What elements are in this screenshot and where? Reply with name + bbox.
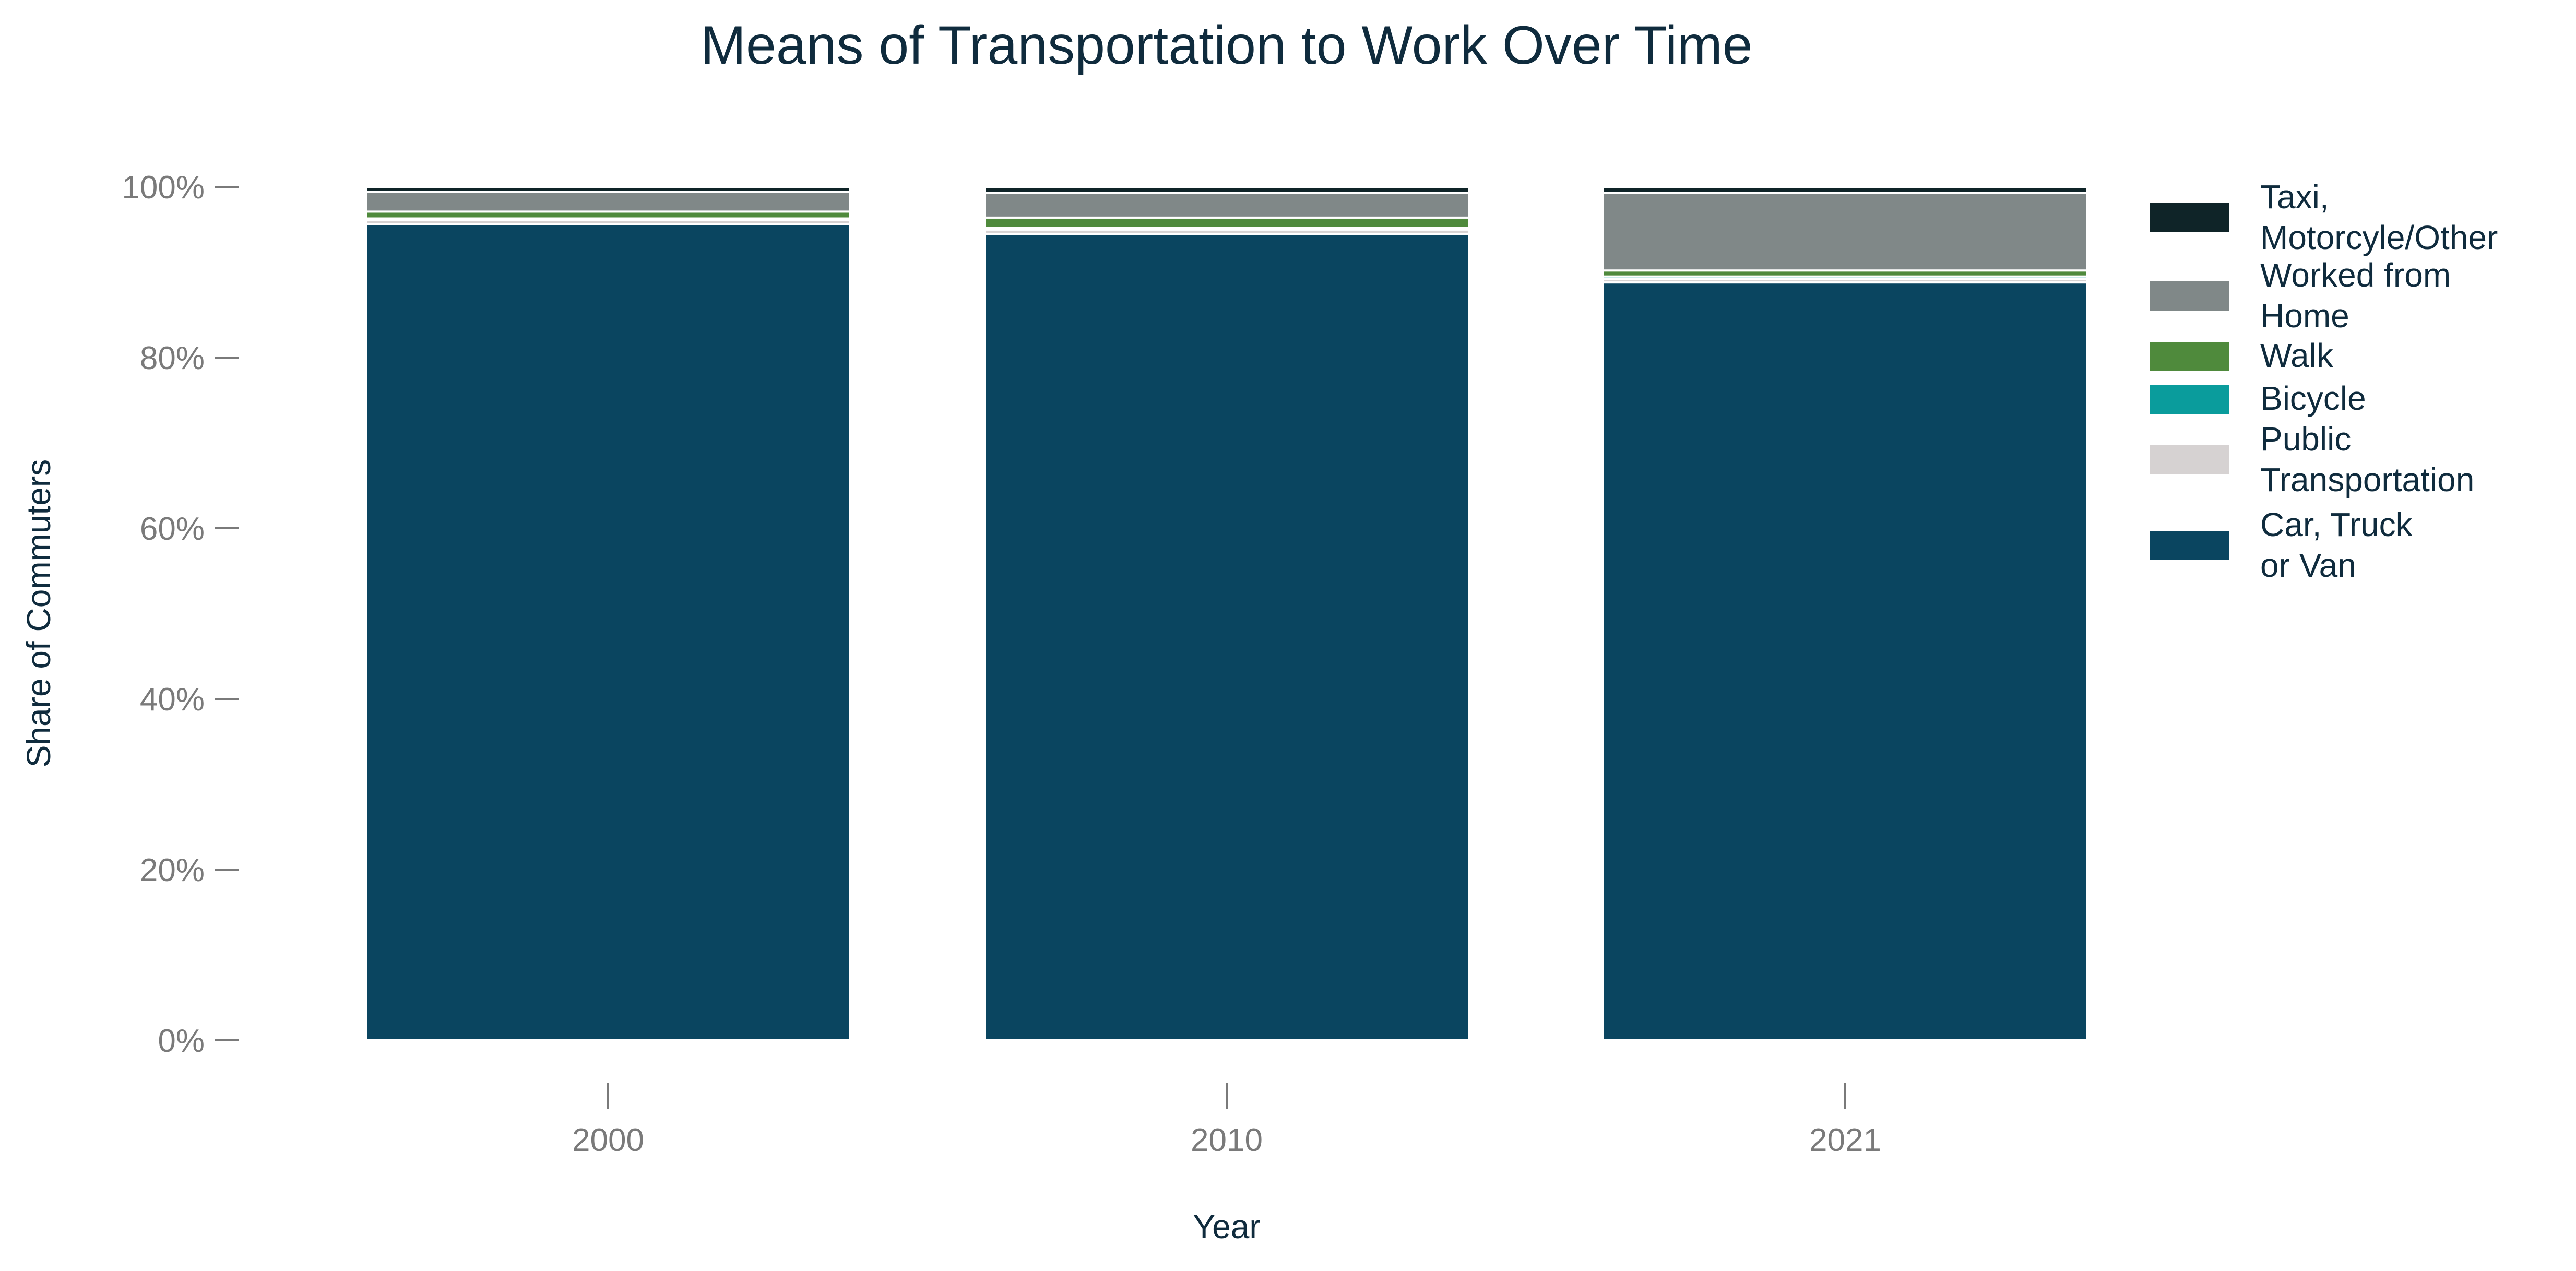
y-axis: 0% 20% 40% 60% 80% 100% [122,170,239,1059]
x-tick-label: 2010 [1191,1122,1263,1158]
bar-segment [983,186,1470,194]
legend-label: Transportation [2260,461,2474,498]
legend-swatch [2150,445,2229,474]
bar-stack [983,186,1470,1041]
x-axis: 2000 2010 2021 [572,1083,1881,1158]
bar-segment [1602,186,2088,194]
x-tick-label: 2021 [1809,1122,1881,1158]
bar-stack [1602,186,2088,1041]
y-tick-label: 20% [140,852,205,888]
y-tick-label: 100% [122,170,205,206]
bar-segment [983,216,1470,229]
legend-label: Public [2260,420,2351,458]
legend-item: Car, Truck or Van [2150,506,2413,584]
bar-segment [365,186,851,193]
y-axis-label: Share of Commuters [20,459,57,767]
y-tick-label: 0% [158,1023,205,1059]
y-tick-label: 60% [140,511,205,547]
bars [365,186,2088,1042]
legend-swatch [2150,531,2229,560]
y-tick-label: 40% [140,682,205,718]
x-tick-label: 2000 [572,1122,644,1158]
legend-label: Home [2260,297,2349,335]
legend-label: or Van [2260,547,2356,584]
legend-swatch [2150,203,2229,232]
bar-segment [1602,192,2088,272]
x-axis-label: Year [1193,1208,1260,1245]
bar-segment [1602,281,2088,1041]
legend-label: Taxi, [2260,178,2329,216]
legend-label: Car, Truck [2260,506,2413,543]
bar-stack [365,186,851,1042]
legend-swatch [2150,281,2229,311]
legend-swatch [2150,385,2229,414]
chart-title: Means of Transportation to Work Over Tim… [701,15,1752,76]
legend-label: Walk [2260,337,2334,374]
legend-item: Walk [2150,337,2334,374]
legend-label: Worked from [2260,256,2451,294]
legend-label: Motorcyle/Other [2260,219,2498,256]
legend-item: Taxi,Motorcyle/Other [2150,178,2498,256]
bar-segment [365,223,851,1042]
legend-item: Bicycle [2150,379,2366,417]
y-tick-label: 80% [140,340,205,376]
legend-label: Bicycle [2260,379,2366,417]
legend-swatch [2150,342,2229,371]
bar-segment [983,232,1470,1041]
bar-segment [983,192,1470,219]
bar-segment [365,191,851,213]
